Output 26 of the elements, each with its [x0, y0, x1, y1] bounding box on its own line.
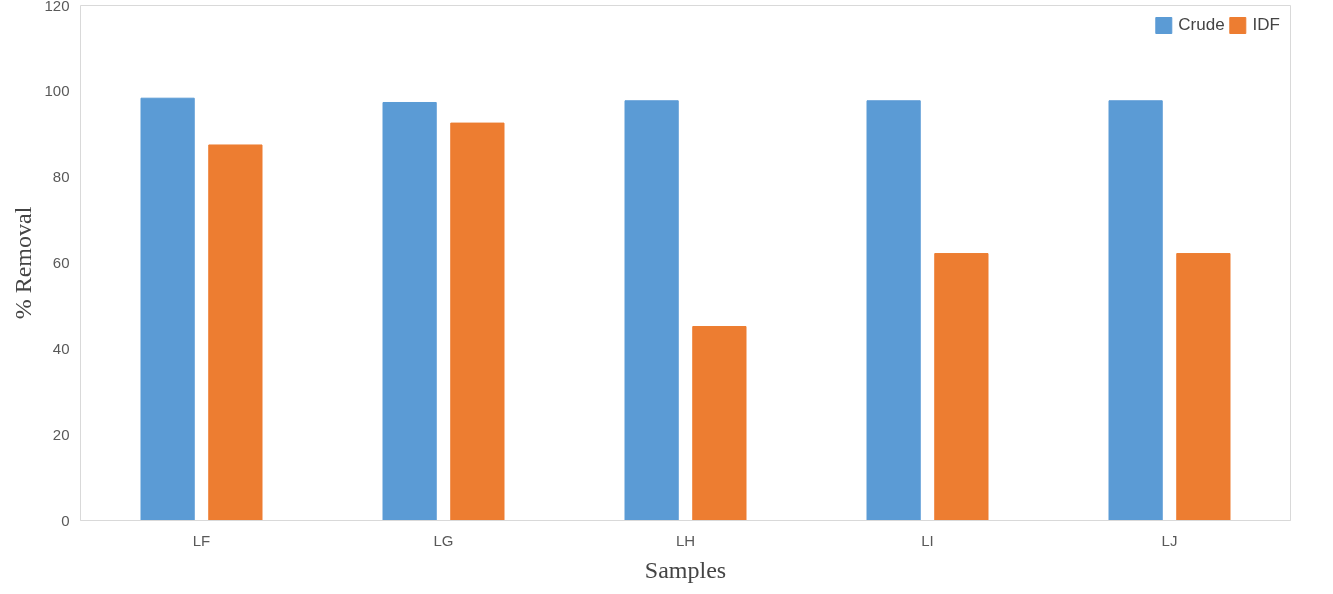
bar [140, 97, 195, 521]
x-axis-title: Samples [644, 556, 727, 583]
y-tick-label: 40 [52, 339, 70, 357]
y-axis-title: % Removal [10, 206, 37, 320]
y-tick-label: 120 [44, 0, 70, 14]
y-tick-label: 100 [44, 82, 70, 100]
bar [692, 326, 747, 521]
bar [382, 101, 437, 521]
bar [934, 253, 989, 521]
bar [1108, 100, 1163, 521]
bar [208, 144, 263, 521]
y-tick-label: 0 [61, 511, 70, 529]
x-tick-label: LF [192, 531, 211, 549]
y-tick-label: 20 [52, 425, 70, 443]
bar [1176, 253, 1231, 521]
bar [450, 122, 505, 521]
x-tick-label: LJ [1161, 531, 1178, 549]
legend-label: Crude [1178, 15, 1225, 35]
bar [866, 100, 921, 521]
x-tick-label: LG [433, 531, 454, 549]
bar [624, 100, 679, 521]
legend-label: IDF [1252, 15, 1280, 35]
x-tick-label: LH [675, 531, 696, 549]
x-tick-label: LI [921, 531, 934, 549]
y-tick-label: 80 [52, 168, 70, 186]
y-tick-label: 60 [52, 254, 70, 271]
